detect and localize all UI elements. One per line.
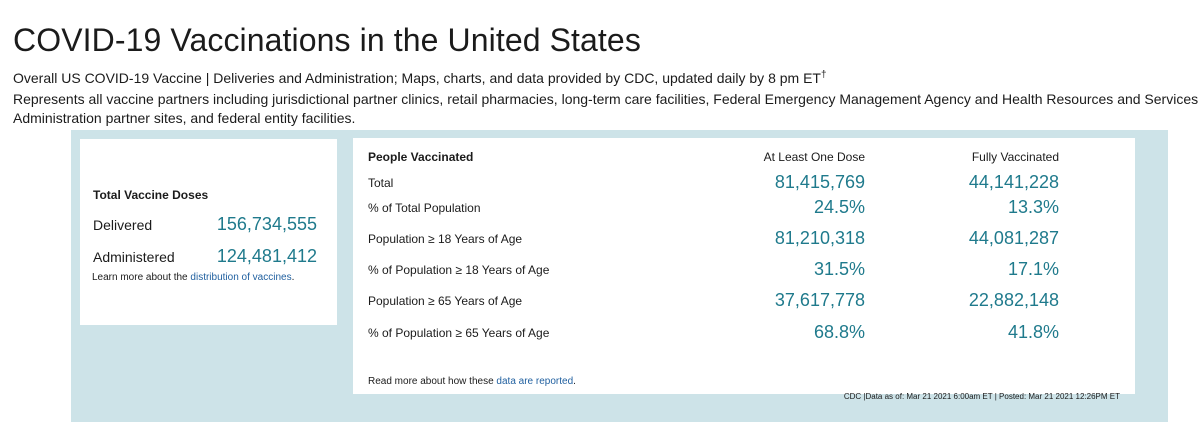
row-pct-65plus-label: % of Population ≥ 65 Years of Age bbox=[368, 326, 550, 340]
data-reported-note: Read more about how these data are repor… bbox=[368, 376, 576, 387]
distribution-note-text: Learn more about the bbox=[92, 272, 191, 283]
administered-value: 124,481,412 bbox=[216, 246, 317, 266]
col-header-fully-vaccinated: Fully Vaccinated bbox=[971, 150, 1059, 164]
row-pct-18plus-one-dose: 31.5% bbox=[813, 259, 865, 279]
row-pct-total-one-dose: 24.5% bbox=[813, 197, 865, 217]
delivered-value: 156,734,555 bbox=[216, 214, 317, 234]
total-doses-card: Total Vaccine Doses Delivered 156,734,55… bbox=[80, 139, 337, 325]
row-pct-total-label: % of Total Population bbox=[368, 201, 481, 215]
page-title: COVID-19 Vaccinations in the United Stat… bbox=[13, 22, 641, 58]
row-total-one-dose: 81,415,769 bbox=[774, 172, 865, 192]
row-18plus-full: 44,081,287 bbox=[968, 228, 1059, 248]
data-timestamp-footer: CDC |Data as of: Mar 21 2021 6:00am ET |… bbox=[843, 392, 1120, 401]
distribution-note-end: . bbox=[291, 272, 295, 283]
data-reported-note-end: . bbox=[573, 376, 576, 387]
row-total-full: 44,141,228 bbox=[968, 172, 1059, 192]
people-vaccinated-card: People Vaccinated At Least One Dose Full… bbox=[353, 138, 1135, 394]
row-pct-65plus-full: 41.8% bbox=[1007, 322, 1059, 342]
page-subtitle: Overall US COVID-19 Vaccine | Deliveries… bbox=[13, 68, 827, 88]
people-vaccinated-heading: People Vaccinated bbox=[368, 150, 474, 164]
dagger-mark: † bbox=[820, 69, 827, 81]
delivered-label: Delivered bbox=[93, 217, 153, 233]
distribution-link[interactable]: distribution of vaccines bbox=[190, 272, 292, 283]
row-pct-total-full: 13.3% bbox=[1007, 197, 1059, 217]
row-total-label: Total bbox=[368, 176, 394, 190]
page-description-line-2: Represents all vaccine partners includin… bbox=[13, 91, 1199, 107]
page-description-line-3: Administration partner sites, and federa… bbox=[13, 110, 356, 126]
row-pct-18plus-full: 17.1% bbox=[1007, 259, 1059, 279]
row-65plus-one-dose: 37,617,778 bbox=[774, 290, 865, 310]
total-doses-heading: Total Vaccine Doses bbox=[93, 188, 209, 202]
distribution-note: Learn more about the distribution of vac… bbox=[92, 272, 294, 283]
subtitle-line-1: Overall US COVID-19 Vaccine | Deliveries… bbox=[13, 70, 821, 86]
data-reported-link[interactable]: data are reported bbox=[496, 376, 574, 387]
vaccination-panel: Total Vaccine Doses Delivered 156,734,55… bbox=[71, 130, 1168, 422]
data-reported-note-text: Read more about how these bbox=[368, 376, 497, 387]
row-18plus-one-dose: 81,210,318 bbox=[774, 228, 865, 248]
administered-label: Administered bbox=[93, 249, 175, 265]
row-18plus-label: Population ≥ 18 Years of Age bbox=[368, 232, 523, 246]
row-pct-65plus-one-dose: 68.8% bbox=[813, 322, 865, 342]
row-65plus-full: 22,882,148 bbox=[968, 290, 1059, 310]
row-pct-18plus-label: % of Population ≥ 18 Years of Age bbox=[368, 263, 550, 277]
col-header-one-dose: At Least One Dose bbox=[763, 150, 865, 164]
row-65plus-label: Population ≥ 65 Years of Age bbox=[368, 294, 523, 308]
